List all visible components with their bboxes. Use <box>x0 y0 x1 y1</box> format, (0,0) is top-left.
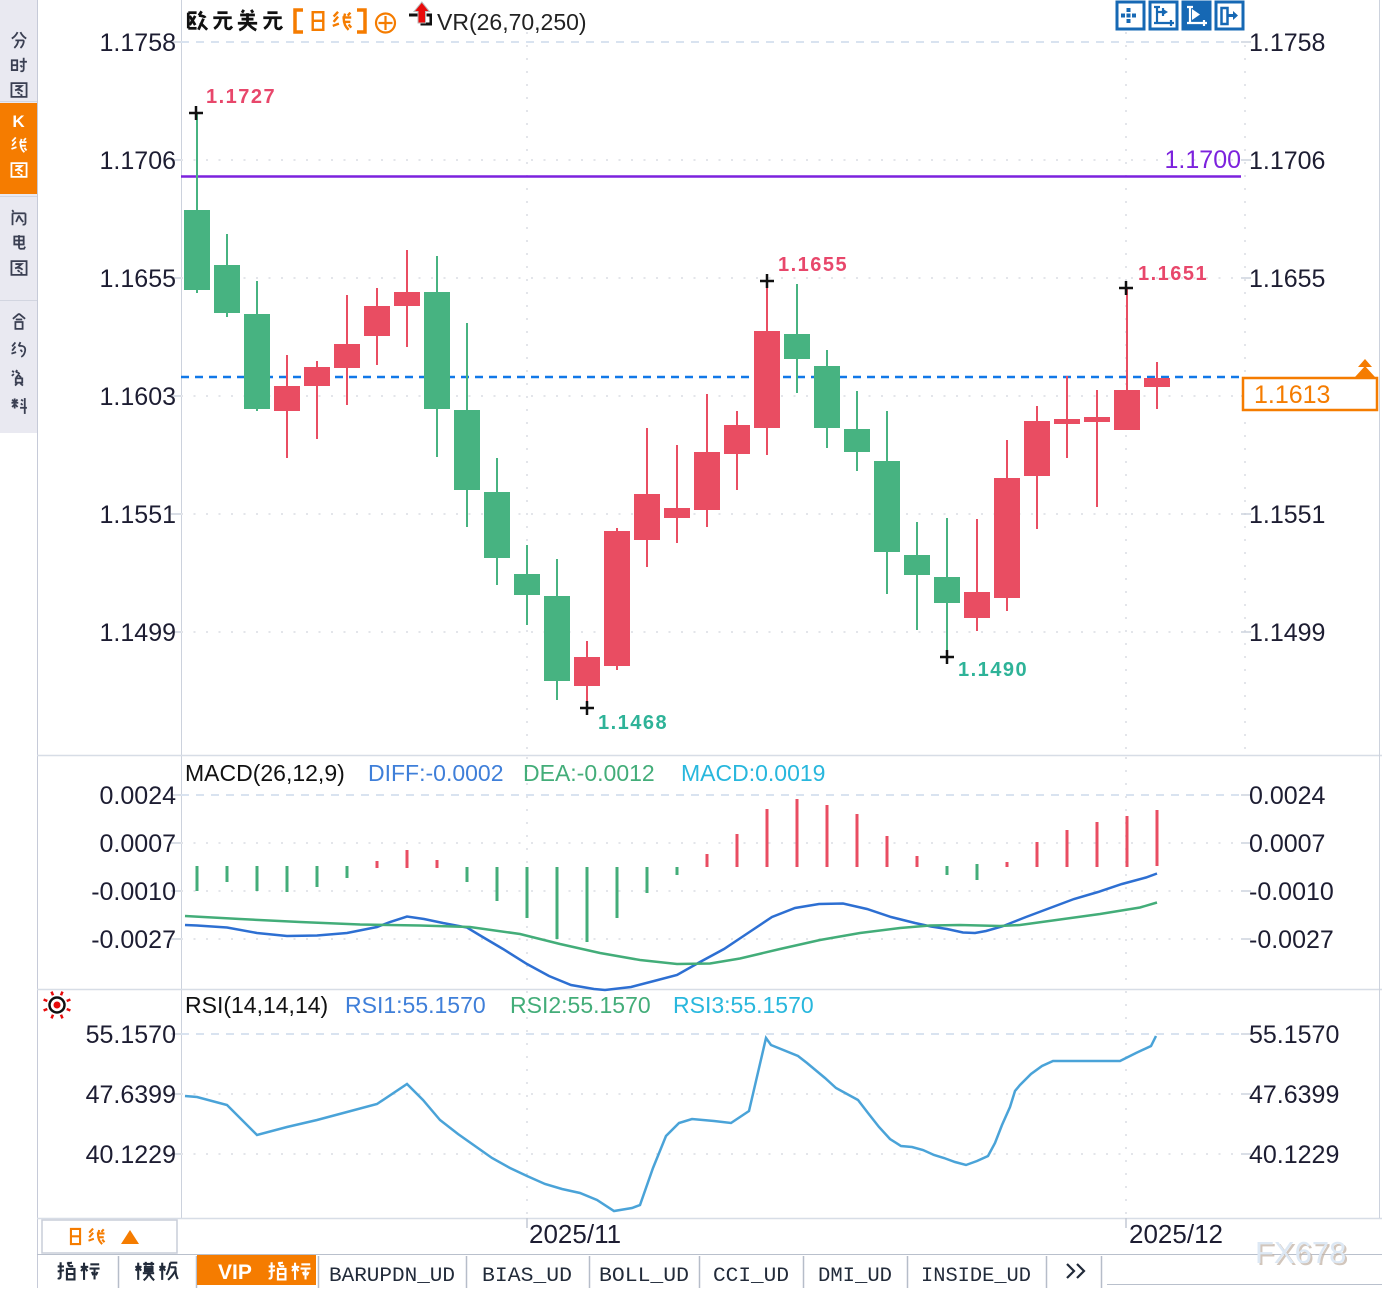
svg-text:VIP: VIP <box>218 1261 252 1284</box>
svg-text:1.1468: 1.1468 <box>598 712 668 734</box>
svg-text:1.1655: 1.1655 <box>100 265 176 293</box>
svg-text:55.1570: 55.1570 <box>1249 1021 1339 1049</box>
svg-text:1.1551: 1.1551 <box>1249 501 1325 529</box>
svg-text:1.1551: 1.1551 <box>100 501 176 529</box>
svg-text:40.1229: 40.1229 <box>1249 1141 1339 1169</box>
svg-text:0.0024: 0.0024 <box>100 782 177 810</box>
svg-text:1.1613: 1.1613 <box>1254 381 1330 409</box>
svg-text:1.1499: 1.1499 <box>100 619 176 647</box>
svg-text:2025/12: 2025/12 <box>1129 1219 1223 1249</box>
svg-text:MACD(26,12,9): MACD(26,12,9) <box>185 760 345 786</box>
svg-text:VR(26,70,250): VR(26,70,250) <box>437 9 587 35</box>
svg-text:1.1655: 1.1655 <box>1249 265 1325 293</box>
svg-text:1.1727: 1.1727 <box>206 86 276 108</box>
svg-text:-0.0010: -0.0010 <box>1249 878 1334 906</box>
svg-text:1.1706: 1.1706 <box>1249 147 1325 175</box>
svg-text:1.1758: 1.1758 <box>100 29 176 57</box>
svg-text:0.0007: 0.0007 <box>1249 830 1325 858</box>
svg-text:K: K <box>12 112 25 131</box>
svg-text:1.1655: 1.1655 <box>778 254 848 276</box>
svg-text:INSIDE_UD: INSIDE_UD <box>921 1265 1031 1288</box>
svg-text:CCI_UD: CCI_UD <box>713 1265 789 1288</box>
svg-text:1.1499: 1.1499 <box>1249 619 1325 647</box>
svg-text:RSI3:55.1570: RSI3:55.1570 <box>673 992 814 1018</box>
svg-text:1.1706: 1.1706 <box>100 147 176 175</box>
svg-text:1.1490: 1.1490 <box>958 659 1028 681</box>
svg-text:1.1700: 1.1700 <box>1165 146 1241 174</box>
svg-text:40.1229: 40.1229 <box>86 1141 176 1169</box>
svg-text:BARUPDN_UD: BARUPDN_UD <box>329 1265 455 1288</box>
svg-text:DEA:-0.0012: DEA:-0.0012 <box>523 760 655 786</box>
svg-text:1.1651: 1.1651 <box>1138 263 1208 285</box>
svg-text:-0.0027: -0.0027 <box>91 926 176 954</box>
svg-text:47.6399: 47.6399 <box>86 1081 176 1109</box>
svg-text:55.1570: 55.1570 <box>86 1021 176 1049</box>
svg-text:DIFF:-0.0002: DIFF:-0.0002 <box>368 760 504 786</box>
svg-text:0.0007: 0.0007 <box>100 830 176 858</box>
svg-text:MACD:0.0019: MACD:0.0019 <box>681 760 825 786</box>
svg-text:RSI(14,14,14): RSI(14,14,14) <box>185 992 328 1018</box>
svg-text:FX678: FX678 <box>1257 1237 1348 1272</box>
svg-text:FX678: FX678 <box>1255 1235 1346 1270</box>
svg-text:-0.0027: -0.0027 <box>1249 926 1334 954</box>
svg-text:47.6399: 47.6399 <box>1249 1081 1339 1109</box>
svg-text:1.1603: 1.1603 <box>100 383 176 411</box>
svg-text:BOLL_UD: BOLL_UD <box>599 1265 689 1288</box>
svg-text:0.0024: 0.0024 <box>1249 782 1326 810</box>
svg-text:BIAS_UD: BIAS_UD <box>482 1265 572 1288</box>
svg-text:DMI_UD: DMI_UD <box>818 1265 892 1288</box>
svg-text:RSI2:55.1570: RSI2:55.1570 <box>510 992 651 1018</box>
svg-text:-0.0010: -0.0010 <box>91 878 176 906</box>
svg-text:1.1758: 1.1758 <box>1249 29 1325 57</box>
svg-text:RSI1:55.1570: RSI1:55.1570 <box>345 992 486 1018</box>
svg-text:2025/11: 2025/11 <box>529 1219 621 1249</box>
